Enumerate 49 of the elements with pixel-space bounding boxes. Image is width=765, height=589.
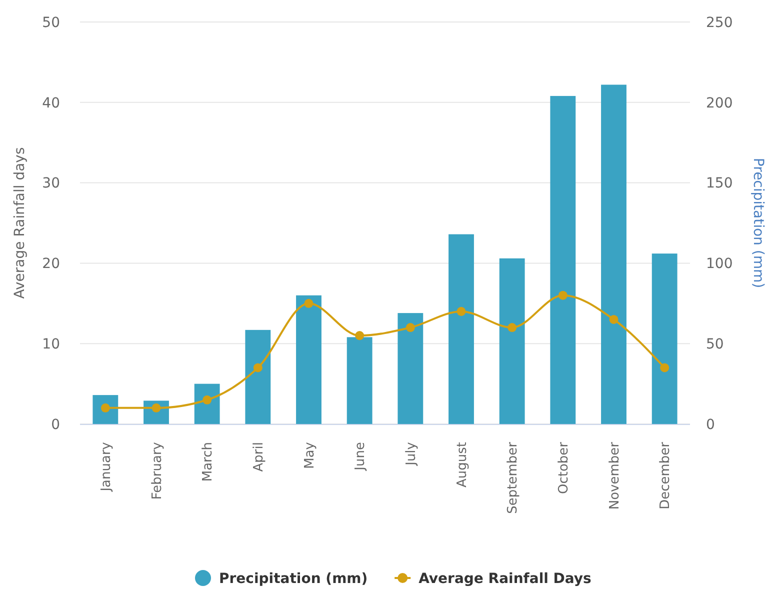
point: [304, 298, 314, 308]
bar: [652, 254, 678, 424]
bar: [346, 337, 372, 424]
x-tick-label: January: [98, 442, 114, 492]
y2-tick-label: 100: [706, 256, 733, 272]
x-tick-label: March: [200, 442, 216, 482]
bar: [92, 395, 118, 424]
x-tick-label: July: [404, 442, 419, 466]
bar: [550, 96, 576, 424]
point: [660, 363, 670, 372]
point: [406, 323, 415, 332]
y-tick-label: 0: [51, 416, 60, 433]
bar: [601, 84, 626, 424]
x-tick-label: October: [556, 441, 572, 494]
bar: [194, 384, 220, 424]
y2-tick-label: 50: [706, 336, 724, 352]
y2-tick-label: 200: [706, 95, 733, 112]
x-tick-label: May: [302, 442, 318, 469]
x-tick-label: June: [353, 442, 368, 472]
legend-label: Precipitation (mm): [219, 570, 368, 587]
x-tick-label: August: [454, 442, 470, 488]
bar: [499, 258, 525, 424]
x-tick-label: December: [658, 441, 674, 510]
legend-label: Average Rainfall Days: [418, 570, 592, 587]
y-axis-title: Average Rainfall days: [12, 147, 28, 299]
point: [355, 331, 364, 340]
y-tick-label: 20: [42, 256, 60, 272]
point: [609, 314, 618, 324]
bar: [398, 313, 424, 424]
bar: [296, 295, 322, 424]
y-tick-label: 10: [42, 336, 60, 352]
point: [558, 290, 568, 300]
bar: [245, 330, 271, 424]
x-tick-label: February: [150, 442, 165, 500]
y-tick-label: 50: [42, 14, 60, 31]
y2-axis-title: Precipitation (mm): [750, 158, 765, 288]
x-tick-label: September: [506, 441, 521, 514]
x-tick-label: November: [607, 441, 622, 510]
point: [508, 323, 517, 332]
point: [456, 306, 466, 316]
point: [253, 363, 262, 372]
y2-tick-label: 250: [706, 14, 733, 31]
bar: [448, 234, 474, 424]
x-tick-label: April: [251, 442, 266, 472]
y-tick-label: 40: [42, 95, 60, 112]
y2-tick-label: 150: [706, 176, 733, 192]
y-tick-label: 30: [42, 176, 60, 192]
point: [202, 395, 212, 404]
y2-tick-label: 0: [706, 416, 715, 433]
